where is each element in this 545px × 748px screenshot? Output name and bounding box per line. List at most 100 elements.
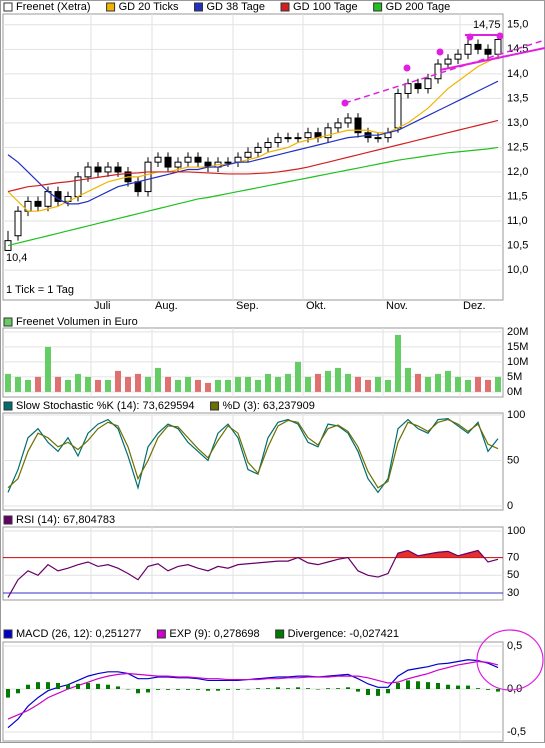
y-tick-label: 50 — [507, 569, 519, 581]
bar — [365, 380, 371, 392]
candle-body — [145, 162, 151, 191]
bar — [355, 377, 361, 392]
bar — [25, 380, 31, 392]
candle-body — [135, 182, 141, 192]
candle-body — [225, 162, 231, 163]
y-tick-label: 50 — [507, 454, 519, 466]
bar — [325, 371, 331, 392]
legend-label: %D (3): 63,237909 — [223, 400, 315, 412]
y-tick-label: 11,5 — [507, 190, 528, 202]
bar — [255, 380, 261, 392]
bar — [35, 377, 41, 392]
candle-body — [275, 138, 281, 143]
legend-swatch — [4, 3, 12, 11]
bar — [206, 689, 210, 691]
plot-area — [3, 14, 503, 300]
legend-swatch — [4, 318, 12, 326]
y-tick-label: 15M — [507, 341, 528, 353]
y-tick-label: 15,0 — [507, 19, 528, 31]
bar — [175, 380, 181, 392]
candle-body — [245, 152, 251, 157]
bar — [265, 374, 271, 392]
candle-body — [255, 147, 261, 152]
bar — [285, 374, 291, 392]
legend-swatch — [211, 402, 219, 410]
candle-body — [195, 157, 201, 162]
bar — [236, 689, 240, 690]
bar — [335, 368, 341, 392]
bar — [286, 688, 290, 689]
bar — [435, 374, 441, 392]
y-tick-label: 0 — [507, 500, 513, 512]
candle-body — [305, 133, 311, 138]
bar — [95, 380, 101, 392]
legend-label: GD 38 Tage — [207, 1, 266, 13]
bar — [295, 362, 301, 392]
bar — [235, 377, 241, 392]
bar — [136, 689, 140, 693]
x-tick-label: Juli — [94, 300, 111, 312]
bar — [495, 377, 501, 392]
bar — [405, 368, 411, 392]
bar — [486, 689, 490, 690]
bar — [276, 687, 280, 689]
bar — [475, 377, 481, 392]
y-tick-label: 70 — [507, 551, 519, 563]
bar — [15, 377, 21, 392]
bar — [165, 377, 171, 392]
bar — [75, 374, 81, 392]
bar — [415, 374, 421, 392]
bar — [256, 688, 260, 689]
bar — [55, 377, 61, 392]
trend-point — [343, 101, 348, 106]
candle-body — [425, 79, 431, 89]
candle-body — [95, 167, 101, 172]
bar — [16, 689, 20, 693]
legend-label: Freenet (Xetra) — [16, 1, 91, 13]
bar — [275, 377, 281, 392]
candle-body — [265, 143, 271, 148]
bar — [226, 689, 230, 690]
candle-body — [405, 84, 411, 94]
trend-point — [405, 66, 410, 71]
bar — [395, 335, 401, 392]
candle-body — [335, 123, 341, 128]
bar — [215, 380, 221, 392]
candle-body — [375, 138, 381, 139]
bar — [465, 380, 471, 392]
legend-swatch — [195, 3, 203, 11]
candle-body — [485, 49, 491, 54]
candle-body — [475, 44, 481, 49]
legend-label: Slow Stochastic %K (14): 73,629594 — [16, 400, 195, 412]
bar — [425, 377, 431, 392]
trend-point — [438, 50, 443, 55]
bar — [496, 689, 500, 692]
bar — [266, 688, 270, 689]
bar — [26, 685, 30, 689]
bar — [195, 380, 201, 392]
bar — [366, 689, 370, 695]
legend-label: MACD (26, 12): 0,251277 — [16, 628, 141, 640]
trend-point — [498, 34, 503, 39]
bar — [65, 380, 71, 392]
y-tick-label: 13,0 — [507, 117, 528, 129]
bar — [126, 689, 130, 690]
bar — [476, 688, 480, 689]
y-tick-label: 10,5 — [507, 239, 528, 251]
bar — [146, 689, 150, 692]
candle-body — [295, 138, 301, 139]
bar — [45, 347, 51, 392]
legend-label: Freenet Volumen in Euro — [16, 316, 138, 328]
candle-body — [415, 84, 421, 89]
legend-label: GD 100 Tage — [293, 1, 358, 13]
candle-body — [85, 167, 91, 177]
bar — [396, 683, 400, 689]
bar — [5, 374, 11, 392]
candle-body — [465, 44, 471, 54]
plot-area — [3, 642, 503, 741]
bar — [455, 377, 461, 392]
legend-swatch — [281, 3, 289, 11]
bar — [36, 682, 40, 689]
bar — [135, 374, 141, 392]
